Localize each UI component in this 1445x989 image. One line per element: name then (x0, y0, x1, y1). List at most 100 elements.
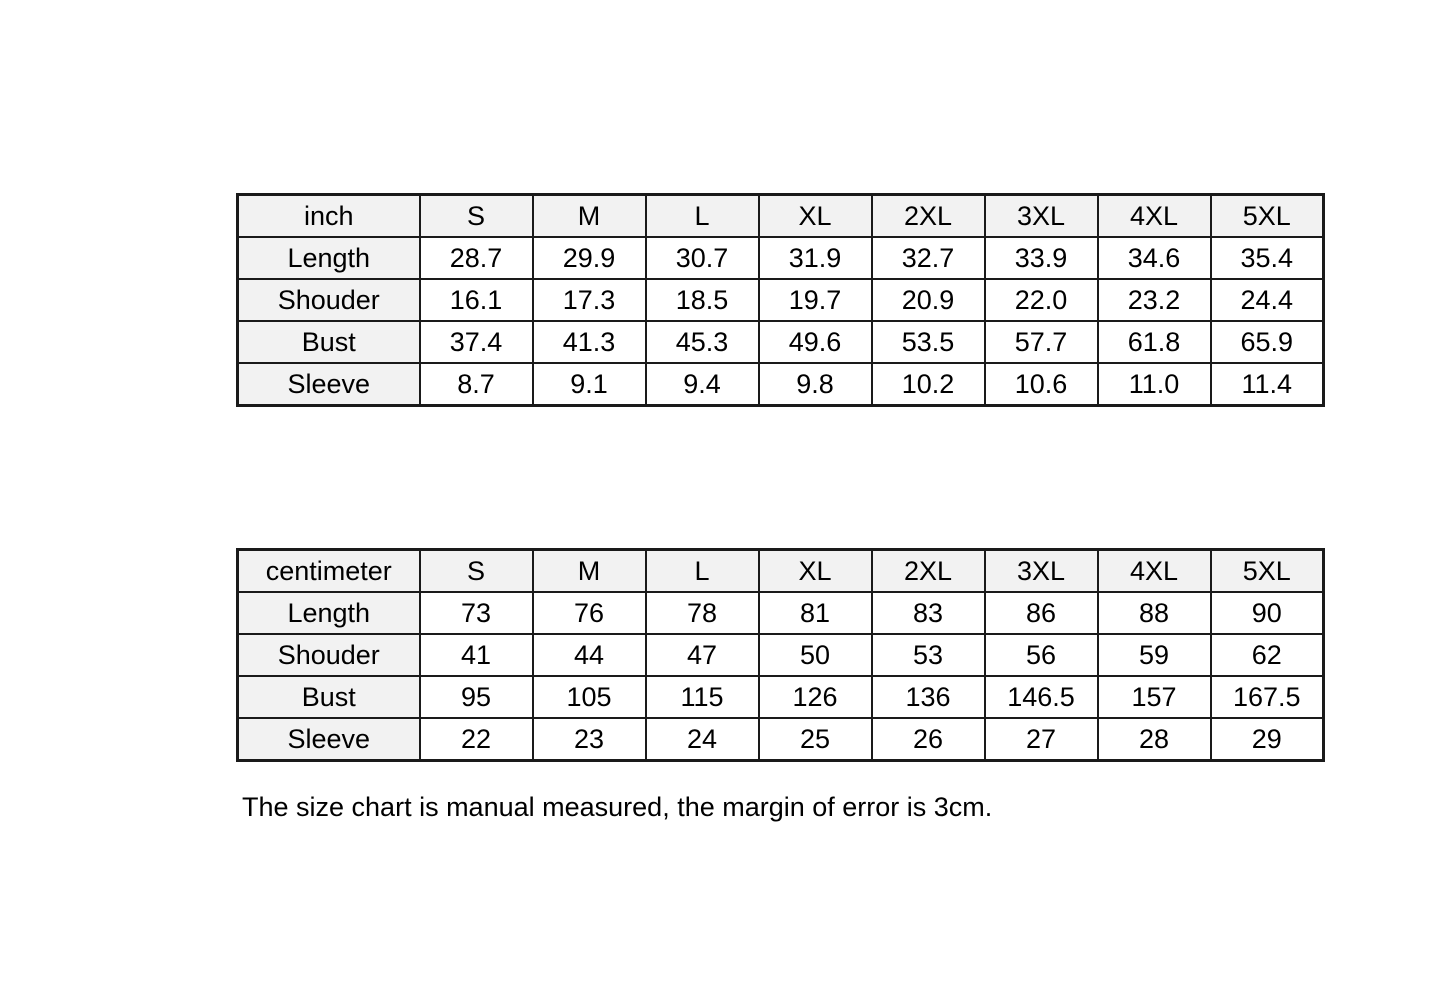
centimeter-table-container: centimeter S M L XL 2XL 3XL 4XL 5XL Leng… (236, 548, 1325, 762)
size-header-3xl: 3XL (983, 193, 1099, 238)
cell-sleeve-l: 9.4 (644, 362, 760, 407)
table-row: Shouder 16.1 17.3 18.5 19.7 20.9 22.0 23… (236, 278, 1325, 322)
cell-sleeve-xl: 9.8 (757, 362, 873, 407)
cell-length-l: 78 (644, 591, 760, 635)
cell-sleeve-4xl: 28 (1096, 717, 1212, 762)
size-header-l: L (644, 548, 760, 593)
table-row: Sleeve 22 23 24 25 26 27 28 29 (236, 717, 1325, 762)
row-label-length: Length (236, 591, 421, 635)
row-label-bust: Bust (236, 675, 421, 719)
size-header-xl: XL (757, 548, 873, 593)
cell-sleeve-s: 22 (418, 717, 534, 762)
cell-length-xl: 81 (757, 591, 873, 635)
table-row: Length 73 76 78 81 83 86 88 90 (236, 591, 1325, 635)
cell-sleeve-3xl: 10.6 (983, 362, 1099, 407)
size-header-l: L (644, 193, 760, 238)
cell-shoulder-s: 41 (418, 633, 534, 677)
cell-length-xl: 31.9 (757, 236, 873, 280)
inch-table-body: Length 28.7 29.9 30.7 31.9 32.7 33.9 34.… (236, 236, 1325, 407)
size-header-xl: XL (757, 193, 873, 238)
row-label-bust: Bust (236, 320, 421, 364)
size-header-m: M (531, 548, 647, 593)
cell-bust-l: 45.3 (644, 320, 760, 364)
row-label-shoulder: Shouder (236, 633, 421, 677)
size-header-4xl: 4XL (1096, 193, 1212, 238)
row-label-sleeve: Sleeve (236, 362, 421, 407)
size-header-2xl: 2XL (870, 193, 986, 238)
cell-bust-m: 105 (531, 675, 647, 719)
cell-length-m: 29.9 (531, 236, 647, 280)
row-label-shoulder: Shouder (236, 278, 421, 322)
cell-sleeve-5xl: 29 (1209, 717, 1325, 762)
inch-table-header: inch S M L XL 2XL 3XL 4XL 5XL (236, 193, 1325, 238)
cell-length-5xl: 35.4 (1209, 236, 1325, 280)
size-header-m: M (531, 193, 647, 238)
cell-shoulder-xl: 19.7 (757, 278, 873, 322)
cell-bust-2xl: 136 (870, 675, 986, 719)
cell-length-4xl: 88 (1096, 591, 1212, 635)
centimeter-table-body: Length 73 76 78 81 83 86 88 90 Shouder 4… (236, 591, 1325, 762)
cell-bust-3xl: 57.7 (983, 320, 1099, 364)
cell-bust-4xl: 61.8 (1096, 320, 1212, 364)
cell-sleeve-m: 23 (531, 717, 647, 762)
cell-shoulder-l: 18.5 (644, 278, 760, 322)
row-label-length: Length (236, 236, 421, 280)
cell-bust-4xl: 157 (1096, 675, 1212, 719)
table-row: Shouder 41 44 47 50 53 56 59 62 (236, 633, 1325, 677)
cell-length-l: 30.7 (644, 236, 760, 280)
cell-length-s: 73 (418, 591, 534, 635)
cell-shoulder-5xl: 62 (1209, 633, 1325, 677)
cell-shoulder-l: 47 (644, 633, 760, 677)
centimeter-size-table: centimeter S M L XL 2XL 3XL 4XL 5XL Leng… (236, 548, 1325, 762)
cell-shoulder-3xl: 56 (983, 633, 1099, 677)
cell-bust-xl: 49.6 (757, 320, 873, 364)
size-header-s: S (418, 548, 534, 593)
cell-bust-s: 37.4 (418, 320, 534, 364)
cell-bust-m: 41.3 (531, 320, 647, 364)
cell-sleeve-4xl: 11.0 (1096, 362, 1212, 407)
cell-bust-s: 95 (418, 675, 534, 719)
cell-sleeve-2xl: 26 (870, 717, 986, 762)
cell-bust-l: 115 (644, 675, 760, 719)
table-row: Length 28.7 29.9 30.7 31.9 32.7 33.9 34.… (236, 236, 1325, 280)
cell-bust-xl: 126 (757, 675, 873, 719)
cell-length-2xl: 83 (870, 591, 986, 635)
cell-shoulder-m: 17.3 (531, 278, 647, 322)
cell-sleeve-2xl: 10.2 (870, 362, 986, 407)
cell-shoulder-2xl: 53 (870, 633, 986, 677)
table-row: Sleeve 8.7 9.1 9.4 9.8 10.2 10.6 11.0 11… (236, 362, 1325, 407)
unit-label-inch: inch (236, 193, 421, 238)
cell-shoulder-xl: 50 (757, 633, 873, 677)
cell-bust-2xl: 53.5 (870, 320, 986, 364)
cell-length-m: 76 (531, 591, 647, 635)
cell-sleeve-s: 8.7 (418, 362, 534, 407)
cell-shoulder-m: 44 (531, 633, 647, 677)
table-header-row: centimeter S M L XL 2XL 3XL 4XL 5XL (236, 548, 1325, 593)
cell-shoulder-3xl: 22.0 (983, 278, 1099, 322)
cell-sleeve-5xl: 11.4 (1209, 362, 1325, 407)
size-header-5xl: 5XL (1209, 193, 1325, 238)
cell-sleeve-3xl: 27 (983, 717, 1099, 762)
table-header-row: inch S M L XL 2XL 3XL 4XL 5XL (236, 193, 1325, 238)
table-row: Bust 95 105 115 126 136 146.5 157 167.5 (236, 675, 1325, 719)
cell-shoulder-4xl: 23.2 (1096, 278, 1212, 322)
cell-length-5xl: 90 (1209, 591, 1325, 635)
size-header-5xl: 5XL (1209, 548, 1325, 593)
cell-sleeve-m: 9.1 (531, 362, 647, 407)
cell-shoulder-s: 16.1 (418, 278, 534, 322)
size-header-s: S (418, 193, 534, 238)
cell-bust-3xl: 146.5 (983, 675, 1099, 719)
row-label-sleeve: Sleeve (236, 717, 421, 762)
centimeter-table-header: centimeter S M L XL 2XL 3XL 4XL 5XL (236, 548, 1325, 593)
cell-sleeve-l: 24 (644, 717, 760, 762)
size-header-3xl: 3XL (983, 548, 1099, 593)
inch-table-container: inch S M L XL 2XL 3XL 4XL 5XL Length 28.… (236, 193, 1325, 407)
size-header-2xl: 2XL (870, 548, 986, 593)
cell-length-s: 28.7 (418, 236, 534, 280)
cell-sleeve-xl: 25 (757, 717, 873, 762)
cell-shoulder-5xl: 24.4 (1209, 278, 1325, 322)
table-row: Bust 37.4 41.3 45.3 49.6 53.5 57.7 61.8 … (236, 320, 1325, 364)
cell-length-3xl: 33.9 (983, 236, 1099, 280)
cell-bust-5xl: 65.9 (1209, 320, 1325, 364)
